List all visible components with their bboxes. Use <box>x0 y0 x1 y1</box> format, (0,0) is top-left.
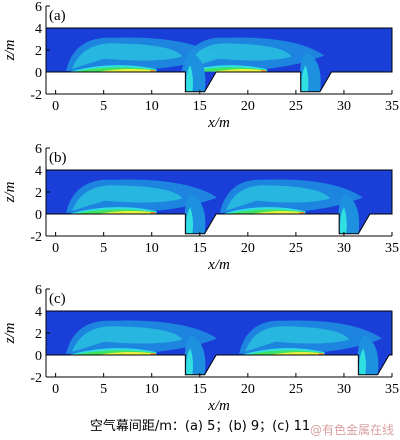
panel-label: (b) <box>49 150 67 166</box>
panel-label: (c) <box>49 291 66 307</box>
velocity-field <box>46 311 392 375</box>
pit-plume-core <box>339 207 347 234</box>
jet-nozzle <box>150 212 156 214</box>
y-tick-label: 2 <box>35 44 42 59</box>
pit-plume-core <box>359 348 367 375</box>
watermark: @有色金属在线 <box>309 423 394 437</box>
x-tick-label: 5 <box>100 99 107 114</box>
wall-jet-peak <box>100 210 154 214</box>
y-tick-label: 0 <box>35 208 42 223</box>
x-tick-label: 25 <box>289 382 303 397</box>
y-tick-label: -2 <box>30 88 42 103</box>
x-tick-label: 0 <box>52 382 59 397</box>
panel-b: 0 5 10 15 20 25 30 35 -2 0 2 4 6 x/m z/m (b) <box>2 142 399 273</box>
y-tick-label: 2 <box>35 186 42 201</box>
wall-jet-peak <box>100 68 154 72</box>
jet-nozzle <box>299 212 305 214</box>
velocity-field <box>46 28 392 92</box>
x-tick-label: 0 <box>52 99 59 114</box>
velocity-field <box>46 170 392 234</box>
x-tick-label: 20 <box>241 99 255 114</box>
x-tick-label: 20 <box>241 241 255 256</box>
wall-jet-peak <box>271 351 322 355</box>
y-tick-label: 6 <box>35 0 42 15</box>
recirculation-core <box>187 43 292 69</box>
x-tick-label: 15 <box>193 99 207 114</box>
x-axis-label: x/m <box>207 257 230 273</box>
wall-jet-peak <box>213 68 265 72</box>
domain-outline <box>45 169 393 235</box>
panel-a: 0 5 10 15 20 25 30 35 -2 0 2 4 6 x/m z/m (a) <box>2 0 399 131</box>
y-tick-label: 6 <box>35 283 42 298</box>
y-tick-label: 0 <box>35 349 42 364</box>
y-tick-label: 2 <box>35 327 42 342</box>
x-tick-label: 35 <box>385 99 399 114</box>
pit-plume-core <box>301 65 309 92</box>
x-tick-label: 15 <box>193 241 207 256</box>
x-tick-label: 25 <box>289 99 303 114</box>
x-tick-label: 10 <box>145 382 159 397</box>
pit-plume-core <box>186 65 194 92</box>
y-tick-label: 0 <box>35 66 42 81</box>
wall-jet-peak <box>100 351 154 355</box>
domain-outline <box>45 310 393 376</box>
recirculation-core <box>225 185 331 211</box>
y-axis-label: z/m <box>2 322 18 344</box>
x-tick-label: 0 <box>52 241 59 256</box>
x-tick-label: 25 <box>289 241 303 256</box>
x-tick-label: 30 <box>337 241 351 256</box>
recirculation-core <box>72 43 183 69</box>
x-tick-label: 5 <box>100 241 107 256</box>
x-axis-label: x/m <box>207 398 230 414</box>
recirculation-core <box>72 326 183 352</box>
figure-caption: 空气幕间距/m：(a) 5；(b) 9；(c) 11 <box>89 419 311 434</box>
x-tick-label: 35 <box>385 241 399 256</box>
y-axis-label: z/m <box>2 39 18 61</box>
y-tick-label: 6 <box>35 142 42 157</box>
y-axis-label: z/m <box>2 181 18 203</box>
x-tick-label: 10 <box>145 241 159 256</box>
recirculation-core <box>72 185 183 211</box>
pit-plume-core <box>186 348 194 375</box>
pit-plume-core <box>186 207 194 234</box>
jet-nozzle <box>150 353 156 355</box>
x-tick-label: 30 <box>337 99 351 114</box>
x-tick-label: 35 <box>385 382 399 397</box>
jet-nozzle <box>261 70 267 72</box>
x-tick-label: 5 <box>100 382 107 397</box>
x-axis-label: x/m <box>207 115 230 131</box>
y-tick-label: 4 <box>35 164 42 179</box>
panel-label: (a) <box>49 8 66 24</box>
y-tick-label: -2 <box>30 371 42 386</box>
wall-jet-peak <box>252 210 303 214</box>
jet-nozzle <box>318 353 324 355</box>
recirculation-core <box>245 326 350 352</box>
x-tick-label: 20 <box>241 382 255 397</box>
x-tick-label: 15 <box>193 382 207 397</box>
panel-c: 0 5 10 15 20 25 30 35 -2 0 2 4 6 x/m z/m (c) <box>2 283 399 414</box>
y-tick-label: 4 <box>35 22 42 37</box>
y-tick-label: 4 <box>35 305 42 320</box>
x-tick-label: 10 <box>145 99 159 114</box>
x-tick-label: 30 <box>337 382 351 397</box>
domain-outline <box>45 27 393 93</box>
jet-nozzle <box>150 70 156 72</box>
y-tick-label: -2 <box>30 230 42 245</box>
